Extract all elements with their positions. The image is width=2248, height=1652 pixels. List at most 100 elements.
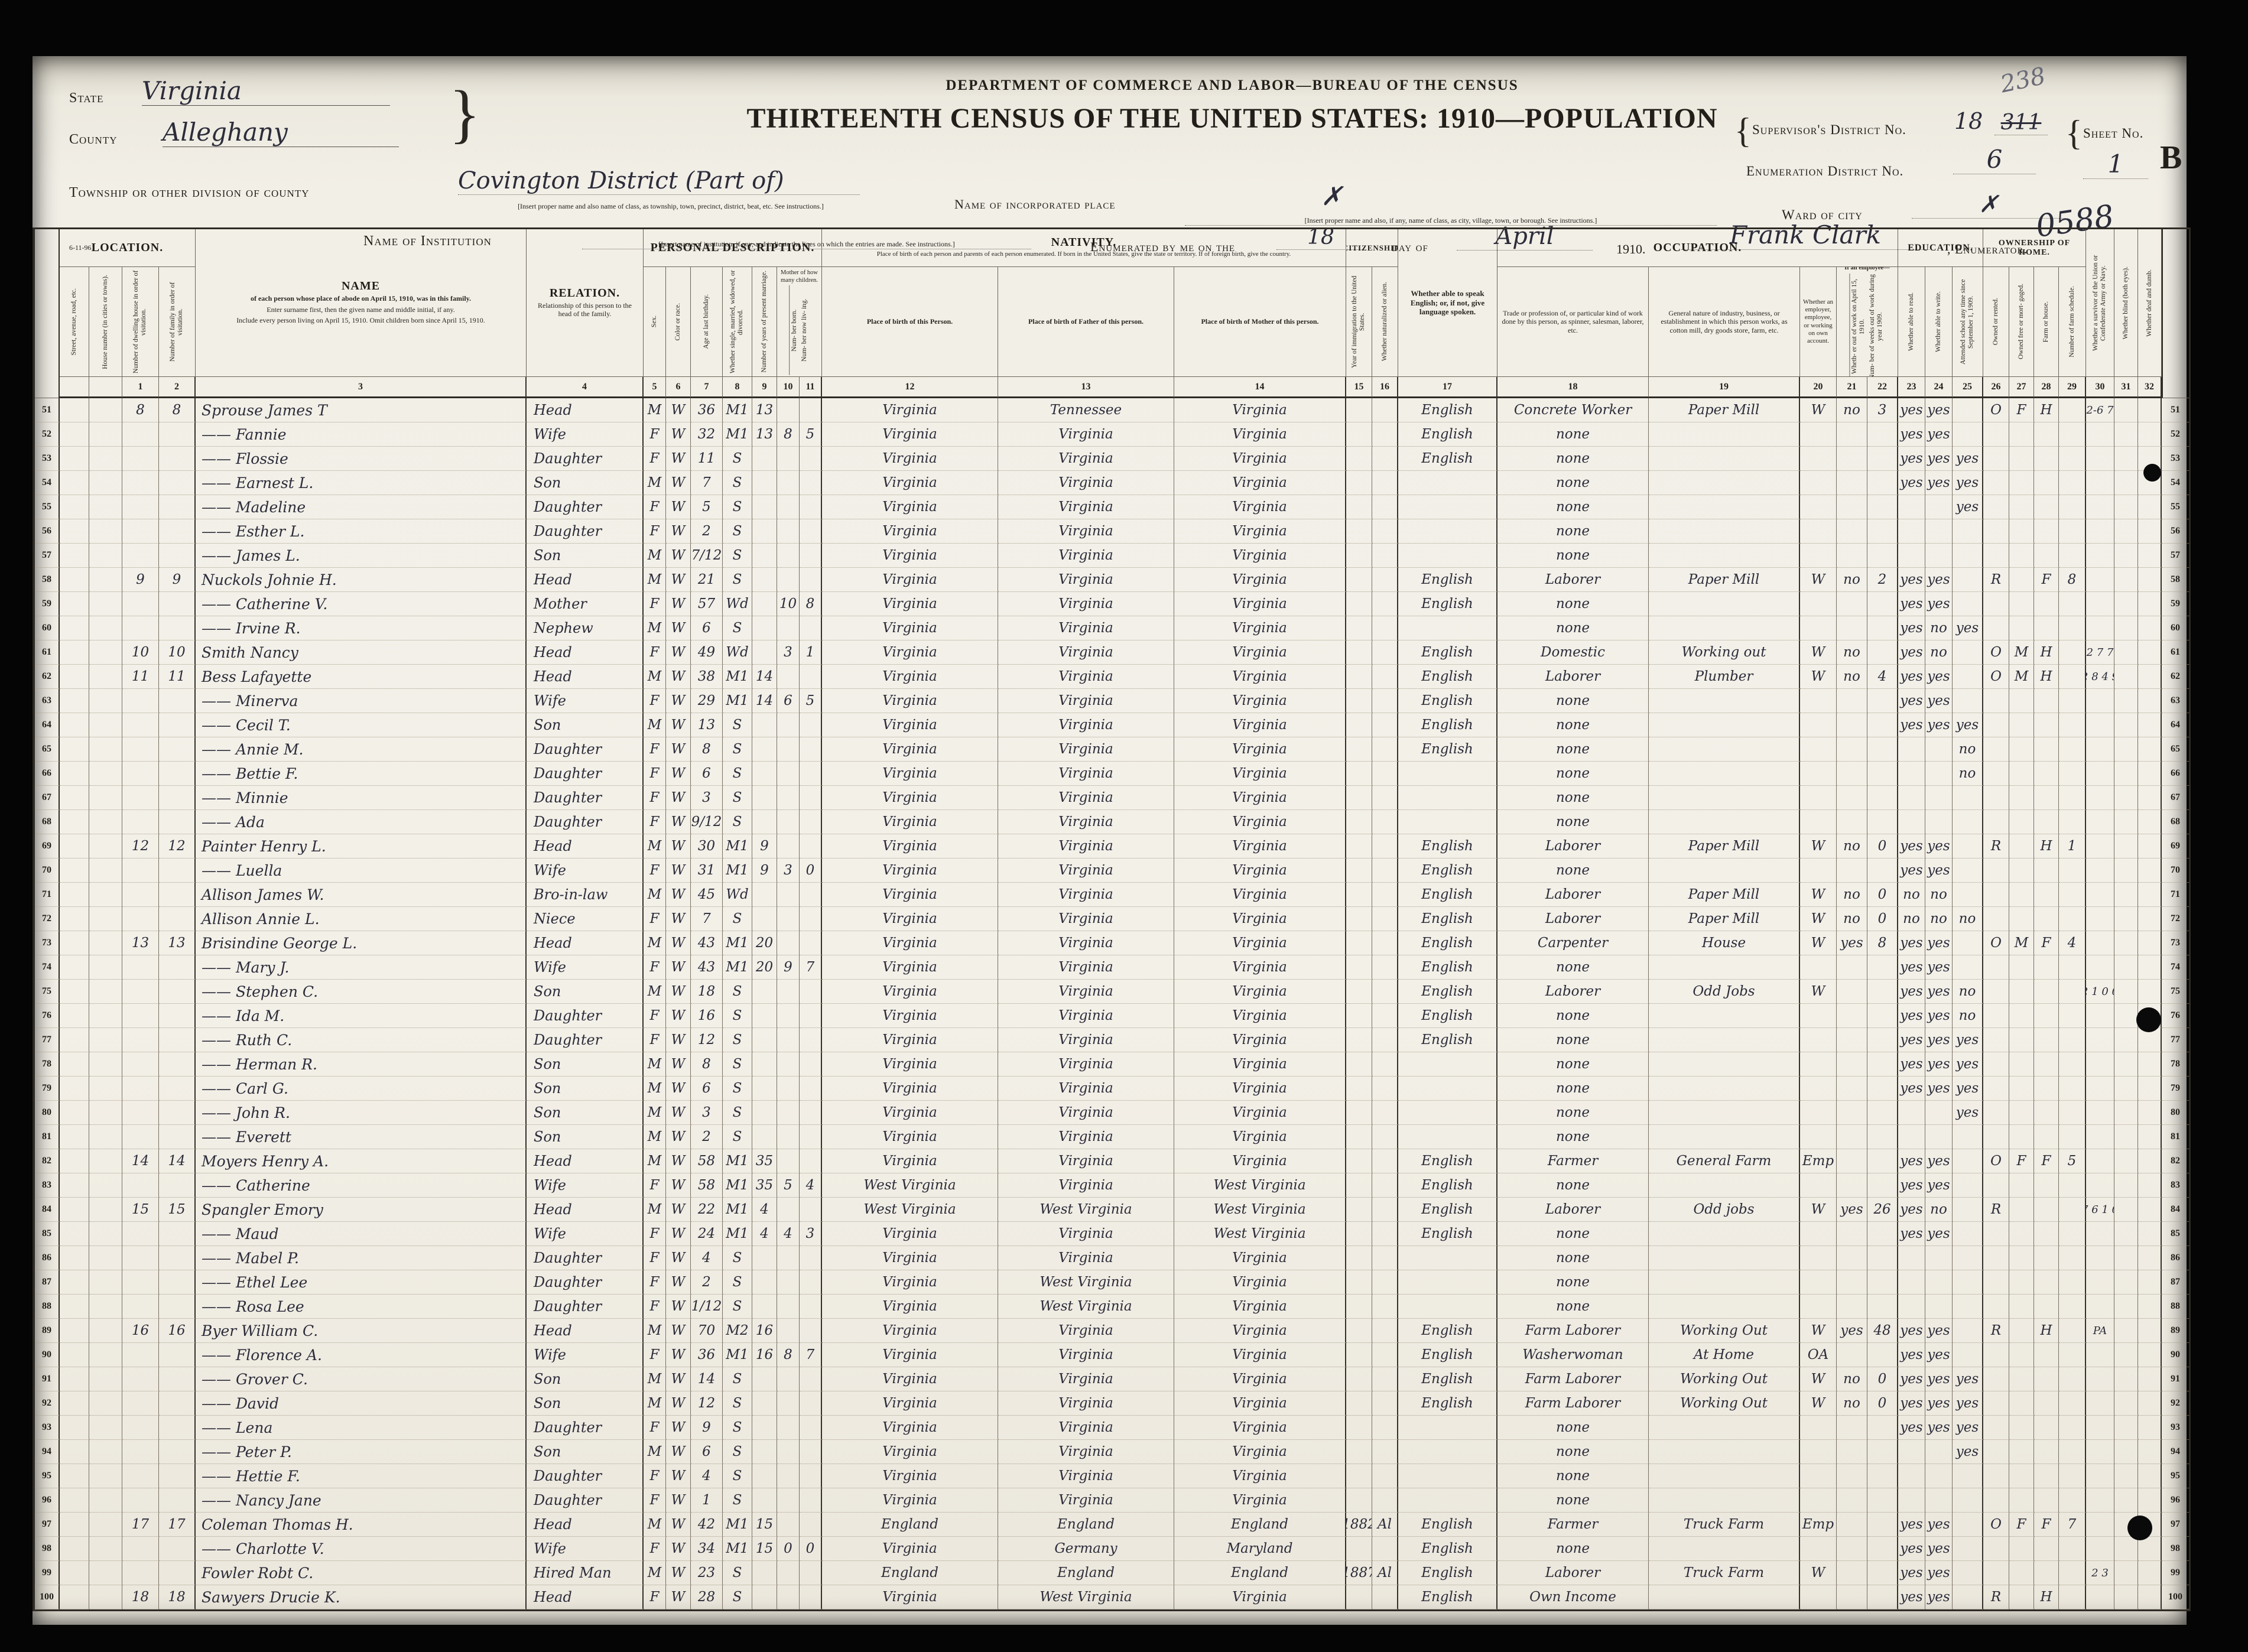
- cell-wr: yes: [1925, 1585, 1953, 1609]
- cell-ind: General Farm: [1649, 1149, 1800, 1173]
- cell-cb: [777, 1561, 800, 1585]
- cell-nat: [1372, 471, 1398, 495]
- cell-pm: Virginia: [1174, 786, 1346, 810]
- cell-eng: [1398, 519, 1497, 544]
- cell-pm: Virginia: [1174, 1246, 1346, 1270]
- cell-wr: yes: [1925, 834, 1953, 858]
- cell-mar: M1: [723, 931, 752, 955]
- cell-mar: S: [723, 1004, 752, 1028]
- cell-name: —— Carl G.: [196, 1077, 527, 1101]
- line-number: 81: [35, 1125, 60, 1149]
- cell-sch: [1953, 810, 1983, 834]
- cell-nat: [1372, 1440, 1398, 1464]
- cell-imm: [1346, 1440, 1372, 1464]
- col-pob-mother-header: Place of birth of Mother of this person.: [1174, 267, 1346, 377]
- cell-fh: [2034, 1077, 2059, 1101]
- cell-age: 4: [691, 1464, 723, 1488]
- cell-dw: [122, 883, 159, 907]
- cell-pm: Virginia: [1174, 568, 1346, 592]
- cell-dw: [122, 1246, 159, 1270]
- cell-x32: [2138, 422, 2162, 447]
- cell-rd: yes: [1898, 422, 1925, 447]
- cell-own: [1983, 1488, 2009, 1513]
- cell-age: 6: [691, 762, 723, 786]
- cell-sch: [1953, 422, 1983, 447]
- line-number: 97: [35, 1513, 60, 1537]
- cell-emp: W: [1800, 665, 1837, 689]
- cell-dw: [122, 1440, 159, 1464]
- cell-fm: [2009, 713, 2034, 737]
- cell-trade: Farm Laborer: [1497, 1391, 1649, 1416]
- cell-imm: [1346, 422, 1372, 447]
- cell-pf: Virginia: [998, 1222, 1174, 1246]
- cell-pm: Virginia: [1174, 544, 1346, 568]
- cell-own: O: [1983, 665, 2009, 689]
- cell-dw: [122, 1077, 159, 1101]
- line-number: 100: [35, 1585, 60, 1609]
- cell-cl: [800, 737, 822, 762]
- cell-wks: [1867, 471, 1898, 495]
- cell-out: [1837, 1028, 1867, 1052]
- cell-fh: [2034, 1416, 2059, 1440]
- cell-rel: Niece: [527, 907, 644, 931]
- cell-out: [1837, 1537, 1867, 1561]
- cell-rel: Mother: [527, 592, 644, 616]
- cell-rel: Son: [527, 713, 644, 737]
- cell-mar: M1: [723, 1198, 752, 1222]
- column-number: [89, 377, 122, 398]
- cell-eng: [1398, 1488, 1497, 1513]
- cell-x32: [2138, 1367, 2162, 1391]
- cell-nat: [1372, 1488, 1398, 1513]
- cell-ind: [1649, 810, 1800, 834]
- right-line-number: 70: [2162, 858, 2189, 883]
- column-number: 4: [527, 377, 644, 398]
- right-line-number: 69: [2162, 834, 2189, 858]
- cell-pf: Virginia: [998, 1416, 1174, 1440]
- cell-mar: S: [723, 568, 752, 592]
- cell-pm: Virginia: [1174, 1125, 1346, 1149]
- cell-cl: [800, 519, 822, 544]
- cell-fm: [2009, 495, 2034, 519]
- cell-rd: yes: [1898, 1077, 1925, 1101]
- cell-sch: no: [1953, 762, 1983, 786]
- cell-name: —— Annie M.: [196, 737, 527, 762]
- cell-wks: [1867, 1585, 1898, 1609]
- cell-fam: [159, 786, 196, 810]
- cell-nat: [1372, 1077, 1398, 1101]
- cell-age: 11: [691, 447, 723, 471]
- cell-sch: [1953, 1198, 1983, 1222]
- cell-x30: 2 1 0 0: [2086, 980, 2114, 1004]
- cell-x30: [2086, 592, 2114, 616]
- district-brace: {: [1734, 111, 1752, 150]
- cell-pob: Virginia: [822, 1440, 998, 1464]
- cell-cb: [777, 1198, 800, 1222]
- cell-x30: [2086, 786, 2114, 810]
- cell-x30: [2086, 810, 2114, 834]
- cell-pob: Virginia: [822, 1149, 998, 1173]
- cell-emp: [1800, 1416, 1837, 1440]
- cell-age: 22: [691, 1198, 723, 1222]
- cell-pob: Virginia: [822, 883, 998, 907]
- cell-emp: W: [1800, 907, 1837, 931]
- cell-mar: S: [723, 471, 752, 495]
- cell-pm: Virginia: [1174, 1101, 1346, 1125]
- cell-x31: [2114, 762, 2138, 786]
- cell-imm: [1346, 1028, 1372, 1052]
- cell-pm: Virginia: [1174, 1464, 1346, 1488]
- cell-imm: [1346, 1585, 1372, 1609]
- cell-hn: [89, 568, 122, 592]
- cell-fam: 16: [159, 1319, 196, 1343]
- cell-sex: F: [644, 810, 666, 834]
- cell-fh: [2034, 1004, 2059, 1028]
- cell-ind: [1649, 471, 1800, 495]
- cell-age: 1: [691, 1488, 723, 1513]
- right-line-number: 65: [2162, 737, 2189, 762]
- cell-hn: [89, 713, 122, 737]
- cell-rel: Daughter: [527, 1004, 644, 1028]
- cell-pm: Virginia: [1174, 471, 1346, 495]
- cell-eng: English: [1398, 883, 1497, 907]
- cell-imm: [1346, 1125, 1372, 1149]
- cell-cl: 7: [800, 1343, 822, 1367]
- incorporated-value: ✗: [1321, 181, 1343, 212]
- cell-fam: [159, 616, 196, 640]
